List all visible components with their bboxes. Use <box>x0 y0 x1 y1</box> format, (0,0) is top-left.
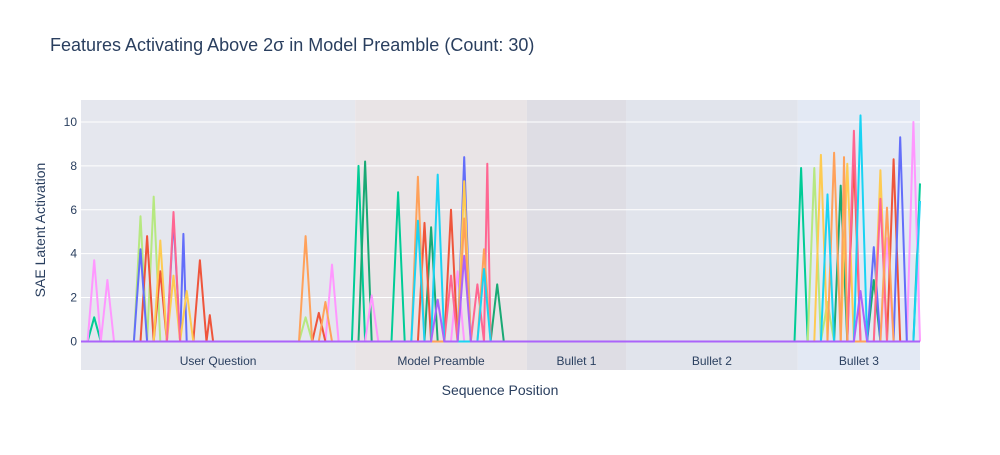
chart-title: Features Activating Above 2σ in Model Pr… <box>50 35 534 55</box>
y-tick-label-1: 2 <box>70 291 77 305</box>
y-tick-label-4: 8 <box>70 159 77 173</box>
y-tick-label-0: 0 <box>70 334 77 348</box>
region-label-3: Bullet 2 <box>692 354 732 368</box>
series-lines <box>81 114 921 343</box>
series-line-10 <box>81 254 920 343</box>
series-line-9 <box>81 114 921 343</box>
region-band-0 <box>81 100 356 370</box>
y-axis-title: SAE Latent Activation <box>32 163 48 298</box>
region-labels: User Question Model Preamble Bullet 1 Bulle… <box>180 354 879 368</box>
y-axis-ticks: 0 2 4 6 8 10 <box>64 115 78 349</box>
region-label-1: Model Preamble <box>397 354 485 368</box>
y-tick-label-3: 6 <box>70 203 77 217</box>
series-line-3 <box>81 167 920 343</box>
region-label-2: Bullet 1 <box>556 354 596 368</box>
y-tick-label-2: 4 <box>70 247 77 261</box>
region-label-0: User Question <box>180 354 257 368</box>
region-band-3 <box>626 100 798 370</box>
x-axis-title: Sequence Position <box>442 382 559 398</box>
y-tick-label-5: 10 <box>64 115 78 129</box>
region-label-4: Bullet 3 <box>839 354 879 368</box>
region-band-2 <box>526 100 627 370</box>
